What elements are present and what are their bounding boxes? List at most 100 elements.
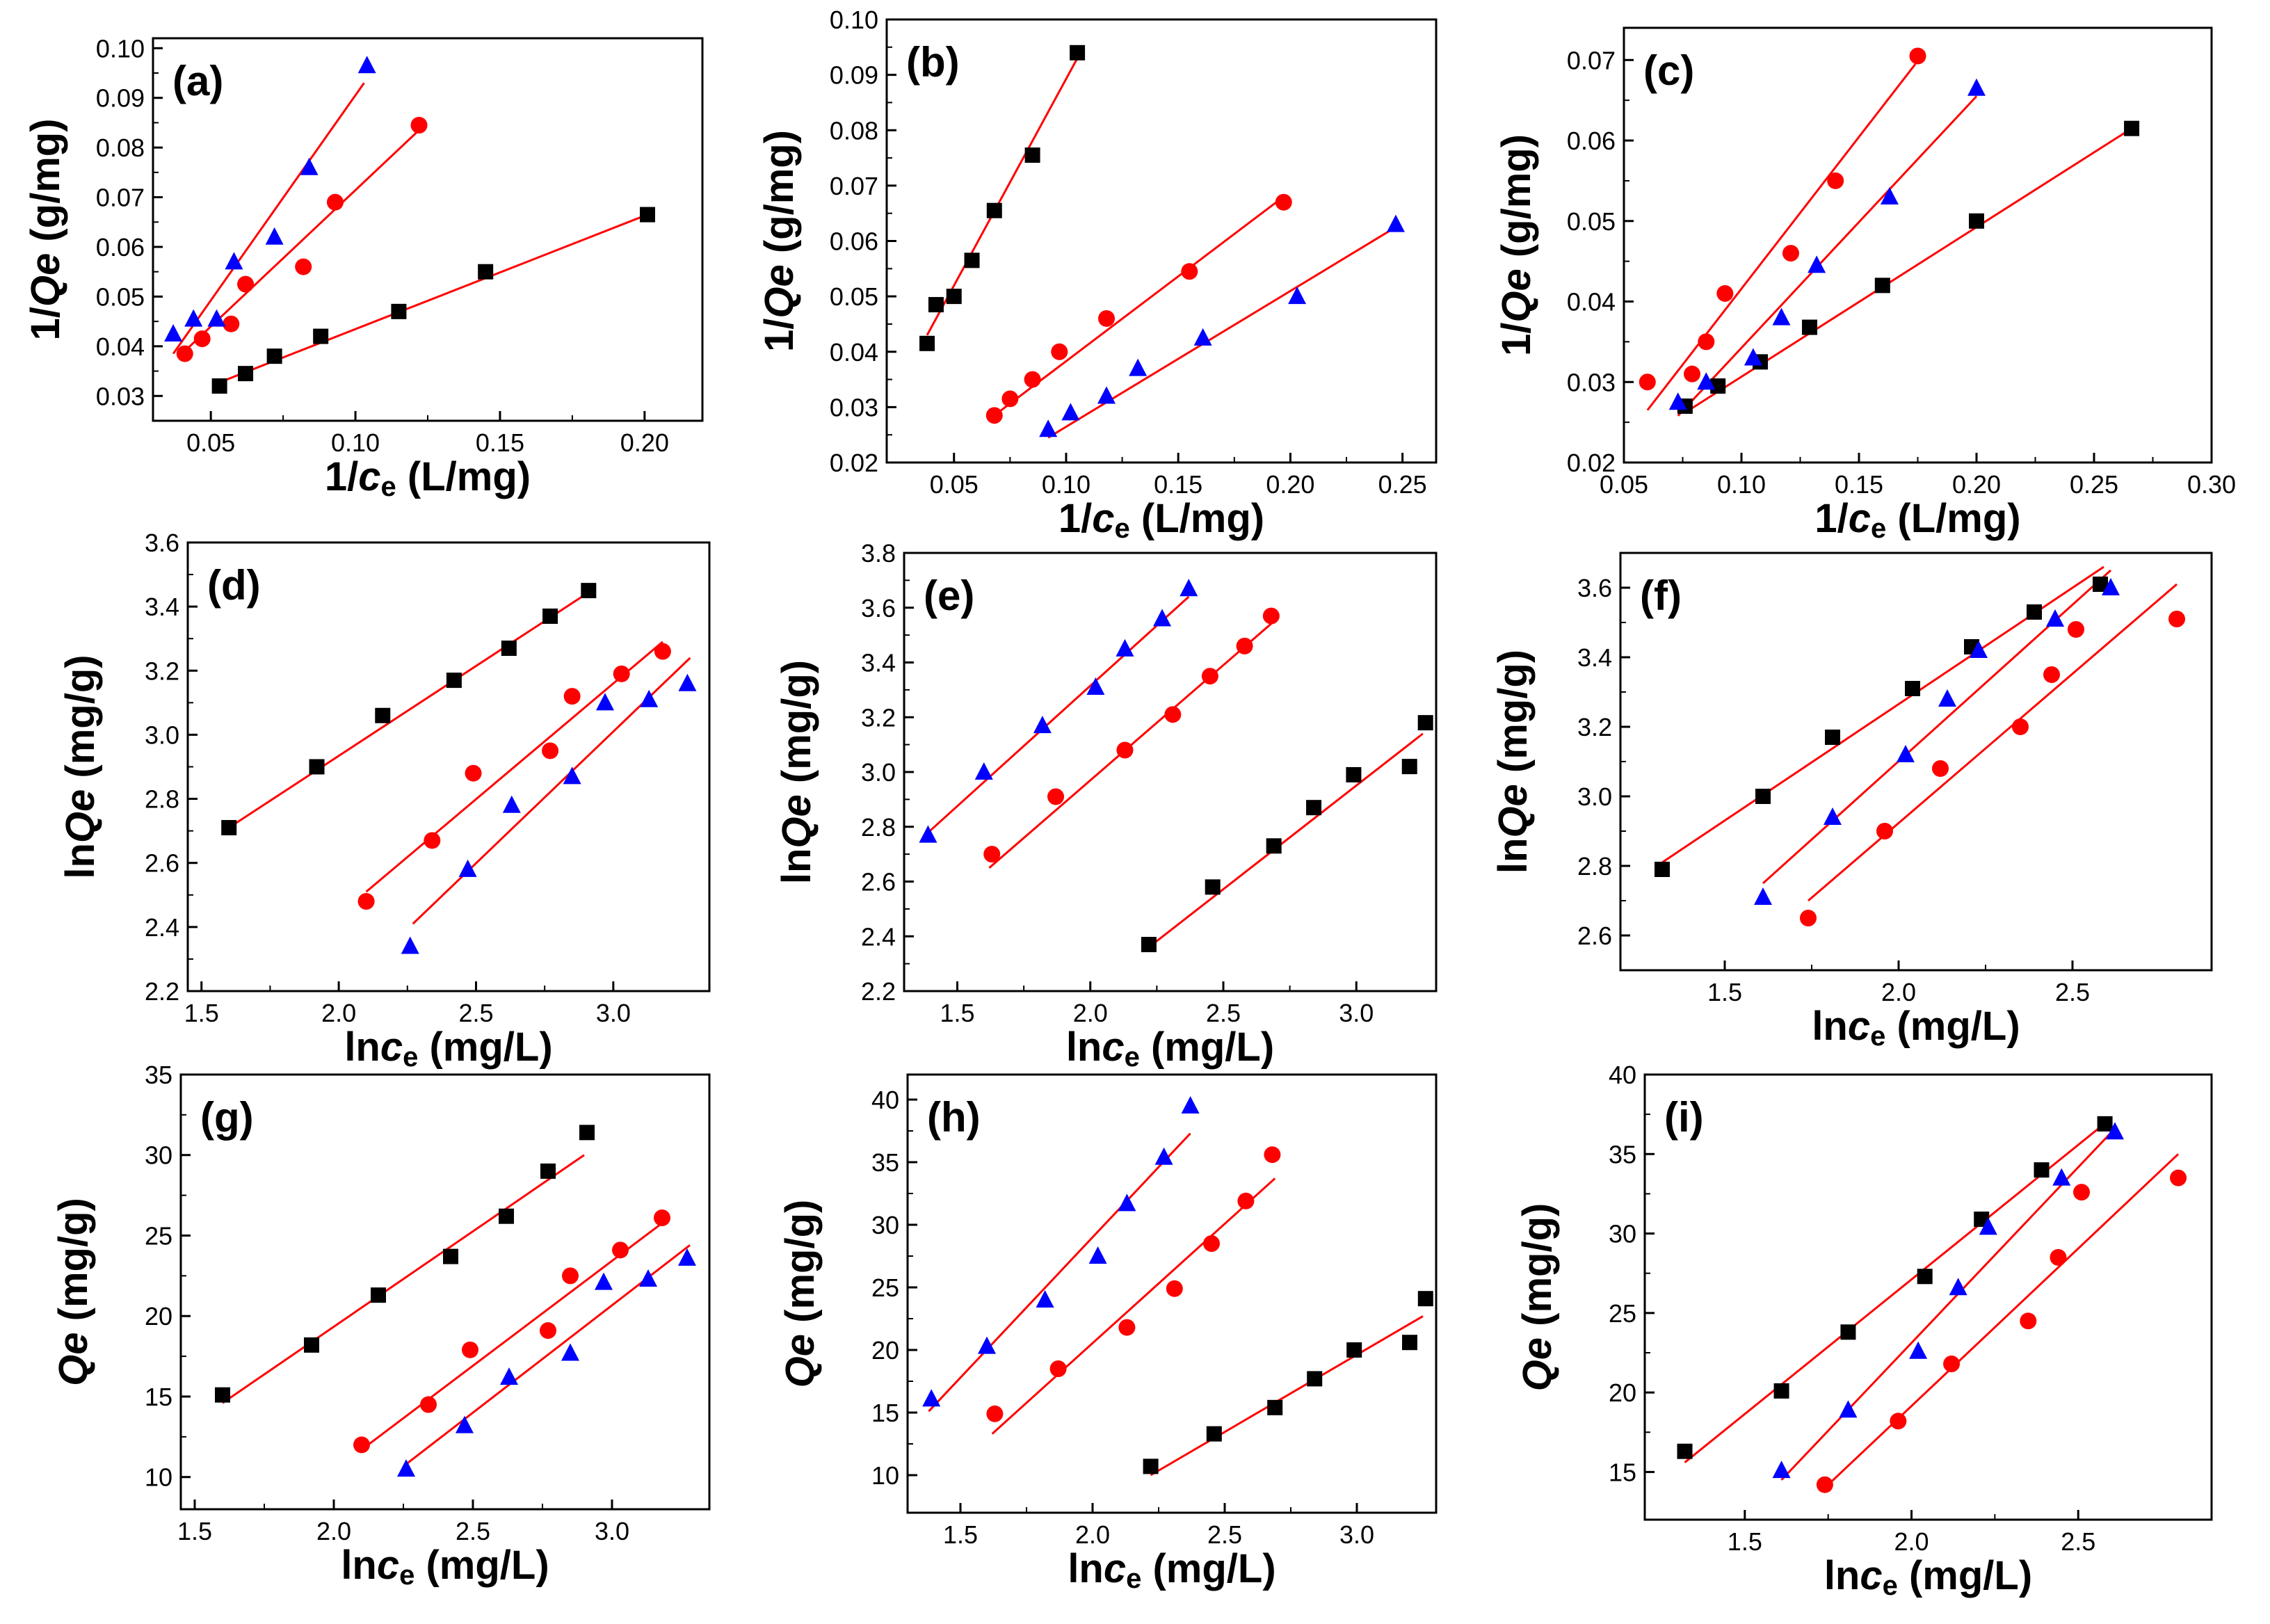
panel-label: (f) <box>1640 572 1682 619</box>
data-point-black <box>579 1125 595 1141</box>
y-axis-label-part: Qe <box>51 1332 96 1385</box>
data-point-blue <box>164 324 183 341</box>
y-tick-label: 20 <box>871 1336 899 1365</box>
x-axis-label-part: e <box>1883 1570 1898 1601</box>
y-axis-label-part: Qe <box>774 794 819 848</box>
data-point-red <box>2168 611 2185 627</box>
data-point-red <box>1639 373 1656 391</box>
panel-i: 1.5 2.0 2.5 15 20 25 30 35 40 (i) lnce (mg/L) Qe (m… <box>1515 1061 2213 1601</box>
data-point-black <box>1755 789 1771 804</box>
x-tick-label: 1.5 <box>943 1520 978 1549</box>
data-point-red <box>1098 309 1115 327</box>
x-axis-label-part: c <box>1104 1546 1126 1591</box>
data-point-blue <box>639 1269 657 1287</box>
x-tick-label: 3.0 <box>595 1517 629 1545</box>
data-point-blue <box>397 1459 415 1477</box>
data-point-red <box>1909 47 1926 65</box>
x-tick-label: 0.30 <box>2187 470 2236 499</box>
plot-frame <box>152 37 704 422</box>
data-point-red <box>1024 371 1041 388</box>
data-point-black <box>928 297 944 313</box>
x-axis-label-part: c <box>358 454 380 499</box>
data-point-black <box>446 673 462 689</box>
data-point-black <box>1905 681 1920 696</box>
y-tick-label: 3.4 <box>145 593 179 621</box>
y-axis-label-part: (mg/g) <box>58 654 103 789</box>
data-point-black <box>371 1287 386 1303</box>
x-axis-label-part: ln <box>1066 1024 1102 1070</box>
data-point-blue <box>1824 807 1842 825</box>
data-point-blue <box>1979 1217 1997 1235</box>
y-axis-label-part: Qe <box>1515 1337 1560 1391</box>
fit-line-red <box>993 195 1285 417</box>
data-point-red <box>1236 637 1253 654</box>
plot-frame <box>186 541 711 992</box>
data-point-blue <box>1086 677 1105 695</box>
data-point-black <box>2034 1162 2050 1178</box>
y-tick-label: 0.04 <box>1567 288 1616 316</box>
y-tick-label: 3.2 <box>1577 713 1612 741</box>
panel-a: 0.05 0.10 0.15 0.20 0.03 0.04 0.05 0.06 0.07 0.08… <box>23 34 704 502</box>
y-axis-label-part: Qe <box>1490 784 1536 837</box>
y-tick-label: 3.6 <box>145 529 179 557</box>
y-axis-label-part: (mg/g) <box>1515 1203 1560 1337</box>
x-axis-label-part: ln <box>1812 1004 1848 1049</box>
data-point-blue <box>2102 578 2120 595</box>
fit-line-red <box>361 1220 666 1451</box>
data-point-red <box>193 330 211 348</box>
x-axis-label: lnce (mg/L) <box>1066 1024 1274 1072</box>
data-point-blue <box>1772 1461 1791 1479</box>
y-tick-label: 15 <box>1609 1458 1636 1486</box>
x-tick-label: 2.5 <box>2055 978 2090 1006</box>
data-point-blue <box>1909 1341 1928 1359</box>
y-tick-label: 3.2 <box>145 657 179 685</box>
data-point-blue <box>225 252 243 270</box>
y-tick-label: 35 <box>871 1148 899 1177</box>
y-tick-label: 20 <box>145 1302 172 1330</box>
data-point-red <box>1201 668 1218 685</box>
data-point-red <box>1001 390 1019 408</box>
data-point-black <box>2097 1116 2113 1132</box>
x-axis-label: lnce (mg/L) <box>344 1024 552 1072</box>
data-point-blue <box>1970 641 1988 658</box>
y-tick-label: 25 <box>145 1221 172 1250</box>
x-axis-label-part: e <box>1125 1042 1140 1072</box>
data-point-blue <box>502 795 521 813</box>
data-point-blue <box>563 766 581 785</box>
data-point-blue <box>1754 887 1772 905</box>
data-point-red <box>1181 263 1198 280</box>
x-axis-label-part: ln <box>1068 1546 1104 1591</box>
data-point-black <box>211 378 227 394</box>
y-tick-label: 3.4 <box>861 649 896 677</box>
data-point-black <box>542 608 558 624</box>
y-axis-label: Qe (mg/g) <box>51 1198 96 1386</box>
data-point-blue <box>2105 1122 2124 1140</box>
x-axis-label-part: c <box>377 1543 399 1588</box>
y-tick-label: 0.09 <box>96 84 145 113</box>
x-axis-label-part: e <box>403 1042 418 1072</box>
y-tick-label: 0.09 <box>830 61 878 90</box>
data-point-red <box>983 846 1001 863</box>
x-axis-label-part: (L/mg) <box>1130 496 1264 541</box>
data-point-blue <box>1088 1246 1107 1264</box>
x-tick-label: 1.5 <box>184 999 219 1027</box>
data-point-red <box>410 117 428 134</box>
fit-line-blue <box>928 1132 1191 1413</box>
data-point-red <box>2073 1184 2091 1201</box>
data-point-red <box>1118 1319 1136 1336</box>
data-point-blue <box>1036 1290 1054 1308</box>
data-point-blue <box>1949 1278 1967 1296</box>
data-point-black <box>1306 800 1322 816</box>
data-point-blue <box>1744 348 1762 366</box>
y-tick-label: 0.06 <box>830 227 878 256</box>
data-point-black <box>1917 1269 1933 1285</box>
data-point-blue <box>1880 187 1899 205</box>
data-point-blue <box>1839 1400 1858 1418</box>
x-tick-label: 2.0 <box>1075 1520 1110 1549</box>
x-axis-label-part: 1/ <box>1058 496 1092 541</box>
data-point-red <box>1890 1413 1907 1430</box>
data-point-blue <box>1153 609 1172 627</box>
data-point-black <box>1267 1399 1283 1415</box>
panel-label: (h) <box>927 1094 981 1141</box>
